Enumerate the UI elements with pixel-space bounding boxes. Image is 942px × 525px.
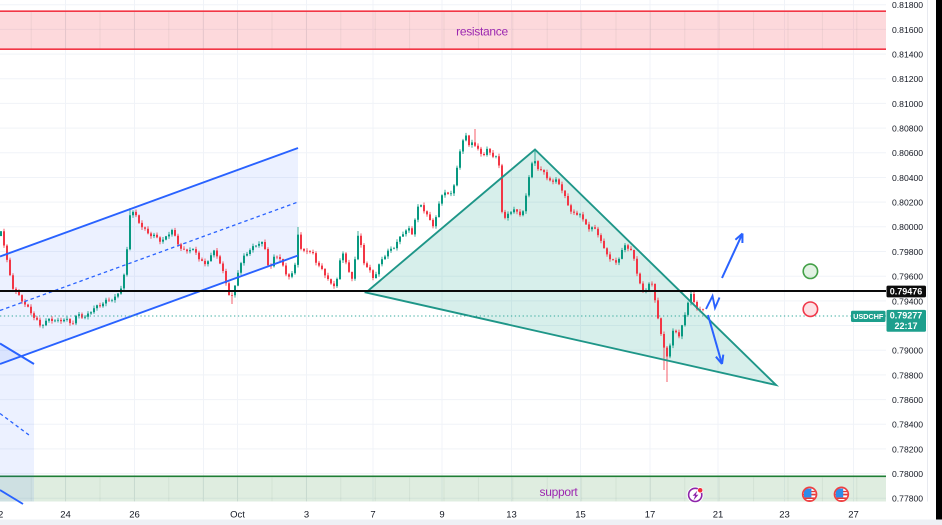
svg-text:0.81200: 0.81200: [892, 74, 923, 84]
svg-text:26: 26: [129, 510, 140, 521]
svg-text:0.79800: 0.79800: [892, 247, 923, 257]
svg-text:24: 24: [60, 510, 71, 521]
svg-text:2: 2: [0, 510, 3, 521]
svg-text:0.79277: 0.79277: [890, 310, 923, 320]
svg-text:0.81400: 0.81400: [892, 50, 923, 60]
svg-text:27: 27: [848, 510, 859, 521]
svg-text:0.78000: 0.78000: [892, 469, 923, 479]
svg-text:0.80400: 0.80400: [892, 173, 923, 183]
svg-text:0.77800: 0.77800: [892, 494, 923, 504]
svg-text:21: 21: [713, 510, 724, 521]
svg-text:USDCHF: USDCHF: [853, 312, 884, 321]
svg-text:0.78600: 0.78600: [892, 395, 923, 405]
svg-text:0.79400: 0.79400: [892, 296, 923, 306]
svg-text:22:17: 22:17: [894, 321, 917, 331]
svg-text:9: 9: [439, 510, 444, 521]
svg-text:0.80800: 0.80800: [892, 124, 923, 134]
svg-text:13: 13: [506, 510, 517, 521]
svg-text:support: support: [540, 485, 579, 499]
svg-text:resistance: resistance: [456, 25, 508, 39]
svg-text:0.81800: 0.81800: [892, 0, 923, 10]
svg-text:0.79600: 0.79600: [892, 272, 923, 282]
svg-text:23: 23: [779, 510, 790, 521]
svg-text:3: 3: [304, 510, 309, 521]
svg-text:Oct: Oct: [230, 510, 245, 521]
svg-text:0.80000: 0.80000: [892, 222, 923, 232]
svg-text:0.78200: 0.78200: [892, 444, 923, 454]
svg-text:0.79476: 0.79476: [890, 286, 923, 296]
svg-text:0.80200: 0.80200: [892, 198, 923, 208]
svg-text:0.80600: 0.80600: [892, 148, 923, 158]
svg-text:0.78400: 0.78400: [892, 420, 923, 430]
svg-text:0.81000: 0.81000: [892, 99, 923, 109]
svg-text:0.79000: 0.79000: [892, 346, 923, 356]
svg-text:7: 7: [370, 510, 375, 521]
svg-text:17: 17: [645, 510, 656, 521]
svg-text:15: 15: [575, 510, 586, 521]
svg-text:0.78800: 0.78800: [892, 370, 923, 380]
svg-text:0.81600: 0.81600: [892, 25, 923, 35]
